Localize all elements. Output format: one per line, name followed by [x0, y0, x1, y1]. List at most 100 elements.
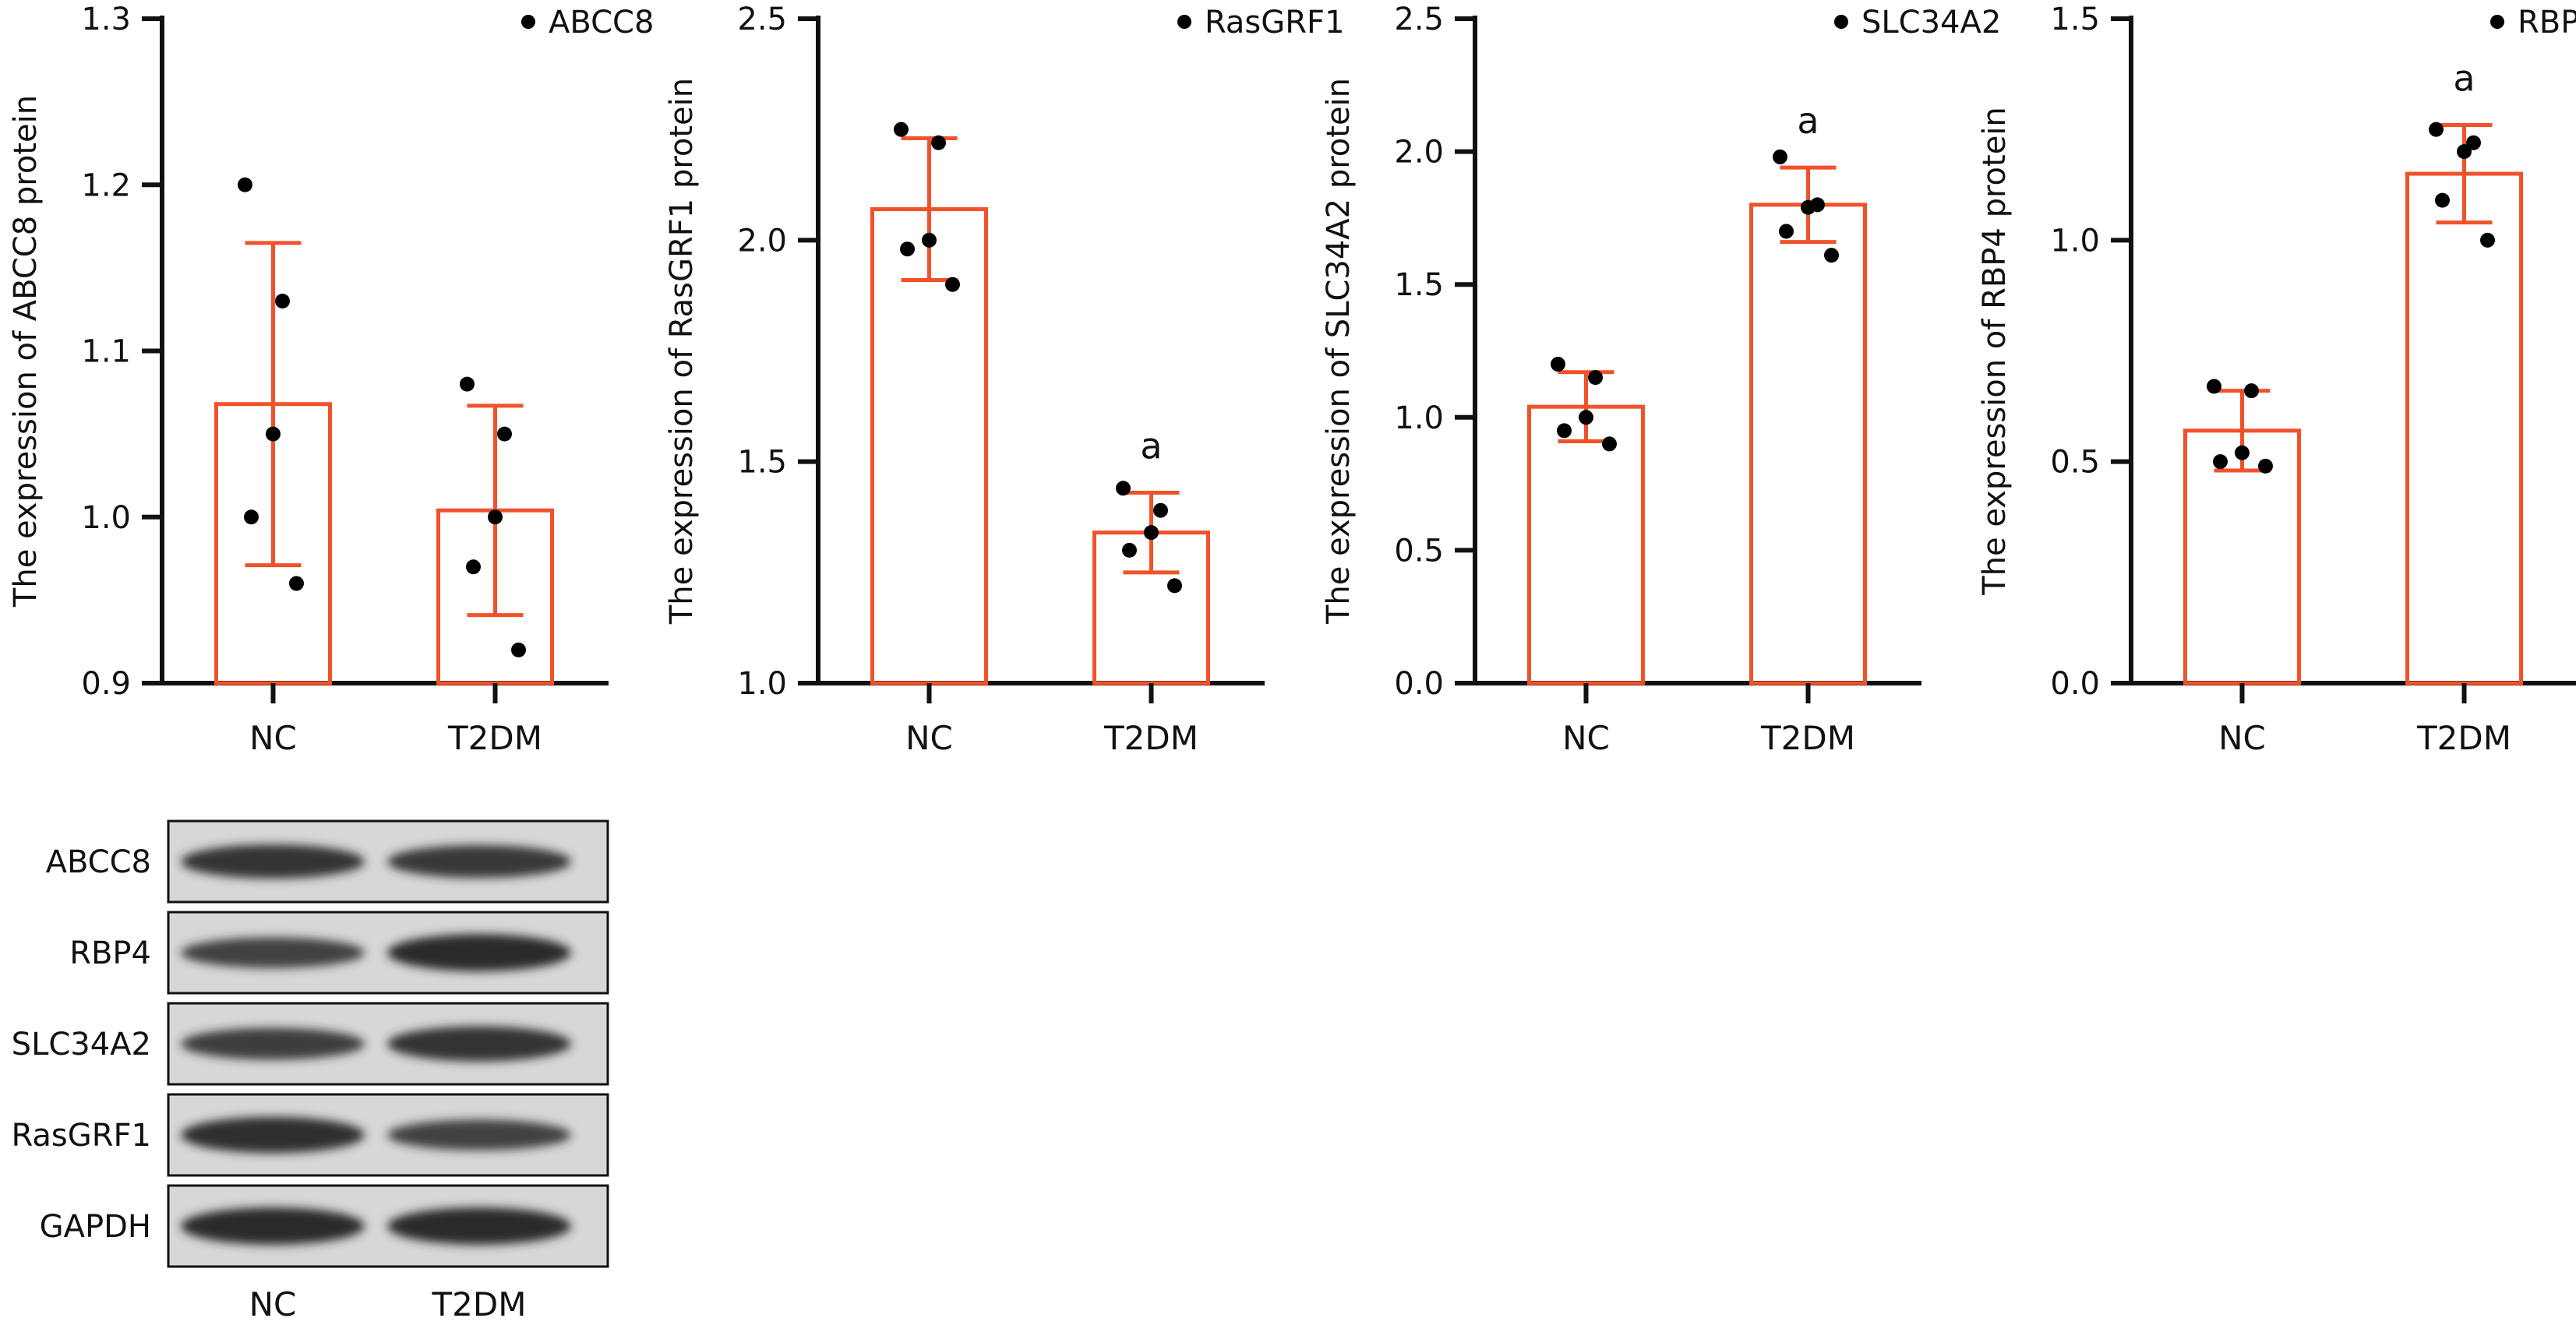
- bar: [1749, 203, 1867, 685]
- data-point: [1824, 248, 1839, 263]
- x-tick-label: NC: [1562, 719, 1610, 757]
- data-point: [266, 426, 281, 442]
- legend-marker: [2490, 15, 2504, 29]
- legend-marker: [1177, 15, 1191, 29]
- data-point: [945, 277, 960, 292]
- x-tick-label: NC: [905, 719, 953, 757]
- y-tick-label: 1.0: [1394, 400, 1444, 436]
- blot-band: [181, 1116, 365, 1154]
- data-point: [1773, 149, 1787, 164]
- y-tick-label: 1.5: [1394, 267, 1444, 303]
- y-tick-label: 0.9: [81, 666, 131, 702]
- blot-row-label: ABCC8: [46, 844, 151, 880]
- charts: 0.9 1.0 1.1 1.2 1.3 The expression of ABCC8 p…: [8, 2, 2576, 757]
- blot-band: [387, 1119, 571, 1151]
- data-point: [511, 642, 526, 657]
- y-tick-label: 1.3: [81, 2, 131, 37]
- data-point: [1801, 199, 1816, 215]
- blot-row-label: RasGRF1: [11, 1118, 151, 1154]
- y-tick-label: 1.5: [2050, 2, 2100, 37]
- y-tick-label: 2.0: [1394, 135, 1444, 171]
- western-blot: ABCC8 RBP4 SLC34A2 RasGRF1 GAPDH NC T2DM: [11, 819, 609, 1323]
- blot-band: [387, 934, 571, 971]
- data-point: [1579, 410, 1593, 425]
- data-point: [2457, 144, 2472, 160]
- bar: [2405, 171, 2523, 685]
- data-point: [1557, 423, 1572, 439]
- blot-row-abcc8: ABCC8: [46, 819, 609, 904]
- blot-row-label: SLC34A2: [12, 1027, 151, 1062]
- data-point: [244, 509, 259, 525]
- data-point: [2213, 454, 2228, 470]
- y-tick-label: 1.2: [81, 167, 131, 203]
- y-tick-label: 1.0: [81, 500, 131, 536]
- data-point: [1588, 370, 1603, 386]
- blot-band: [181, 937, 365, 968]
- blot-band: [387, 844, 571, 879]
- blot-row-label: GAPDH: [40, 1209, 151, 1245]
- data-point: [900, 241, 915, 257]
- y-tick-label: 1.0: [2050, 223, 2100, 259]
- legend-marker: [521, 15, 535, 29]
- data-point: [2207, 379, 2221, 394]
- data-point: [1602, 436, 1617, 452]
- y-axis-label: The expression of SLC34A2 protein: [1321, 78, 1357, 625]
- x-tick-label: NC: [249, 719, 297, 757]
- blot-band: [387, 1207, 571, 1245]
- x-tick-label: T2DM: [447, 719, 542, 757]
- blot-row-gapdh: GAPDH: [40, 1184, 609, 1268]
- blot-row-label: RBP4: [69, 936, 151, 971]
- data-point: [2466, 135, 2481, 150]
- y-tick-label: 2.5: [737, 2, 787, 37]
- data-point: [1144, 525, 1159, 541]
- y-tick-label: 0.5: [1394, 533, 1444, 569]
- chart-panel-2: 1.0 1.5 2.0 2.5 The expression of RasGRF1 pr…: [664, 2, 1345, 757]
- data-point: [1122, 542, 1137, 558]
- significance-label: a: [2453, 57, 2475, 99]
- y-axis-label: The expression of RasGRF1 protein: [664, 78, 700, 625]
- x-tick-label: T2DM: [1103, 719, 1198, 757]
- blot-band: [181, 1207, 365, 1245]
- data-point: [894, 122, 909, 137]
- y-tick-label: 2.0: [737, 223, 787, 259]
- data-point: [1779, 224, 1794, 239]
- legend-marker: [1834, 15, 1848, 29]
- data-point: [2429, 122, 2444, 137]
- data-point: [2244, 383, 2259, 399]
- data-point: [2235, 445, 2250, 460]
- bar: [1527, 404, 1645, 685]
- blot-band: [181, 844, 365, 879]
- data-point: [2258, 458, 2273, 474]
- data-point: [2480, 232, 2495, 248]
- x-tick-label: T2DM: [1760, 719, 1855, 757]
- data-point: [922, 232, 937, 248]
- y-tick-label: 2.5: [1394, 2, 1444, 37]
- data-point: [1153, 502, 1168, 518]
- y-tick-label: 1.5: [737, 445, 787, 481]
- y-axis-label: The expression of RBP4 protein: [1977, 107, 2013, 596]
- legend-label: ABCC8: [549, 5, 654, 41]
- data-point: [1167, 578, 1182, 594]
- data-point: [466, 559, 481, 575]
- data-point: [488, 509, 503, 525]
- data-point: [1551, 357, 1565, 372]
- y-axis-label: The expression of ABCC8 protein: [8, 95, 44, 608]
- data-point: [497, 426, 512, 442]
- blot-row-slc34a2: SLC34A2: [12, 1002, 609, 1086]
- legend-label: SLC34A2: [1861, 5, 2001, 41]
- data-point: [238, 177, 252, 192]
- chart-panel-4: 0.0 0.5 1.0 1.5 The expression of RBP4 prote…: [1977, 2, 2576, 757]
- data-point: [275, 294, 290, 309]
- y-tick-label: 1.0: [737, 666, 787, 702]
- blot-row-rasgrf1: RasGRF1: [11, 1093, 609, 1177]
- chart-panel-3: 0.0 0.5 1.0 1.5 2.0 2.5 The expression of SLC3…: [1321, 2, 2001, 757]
- data-point: [460, 376, 475, 392]
- data-point: [1116, 481, 1131, 496]
- y-tick-label: 0.5: [2050, 445, 2100, 481]
- data-point: [931, 135, 946, 150]
- data-point: [2435, 192, 2450, 208]
- blot-lane-label: T2DM: [432, 1285, 527, 1323]
- blot-row-rbp4: RBP4: [69, 911, 609, 995]
- legend-label: RasGRF1: [1205, 5, 1345, 41]
